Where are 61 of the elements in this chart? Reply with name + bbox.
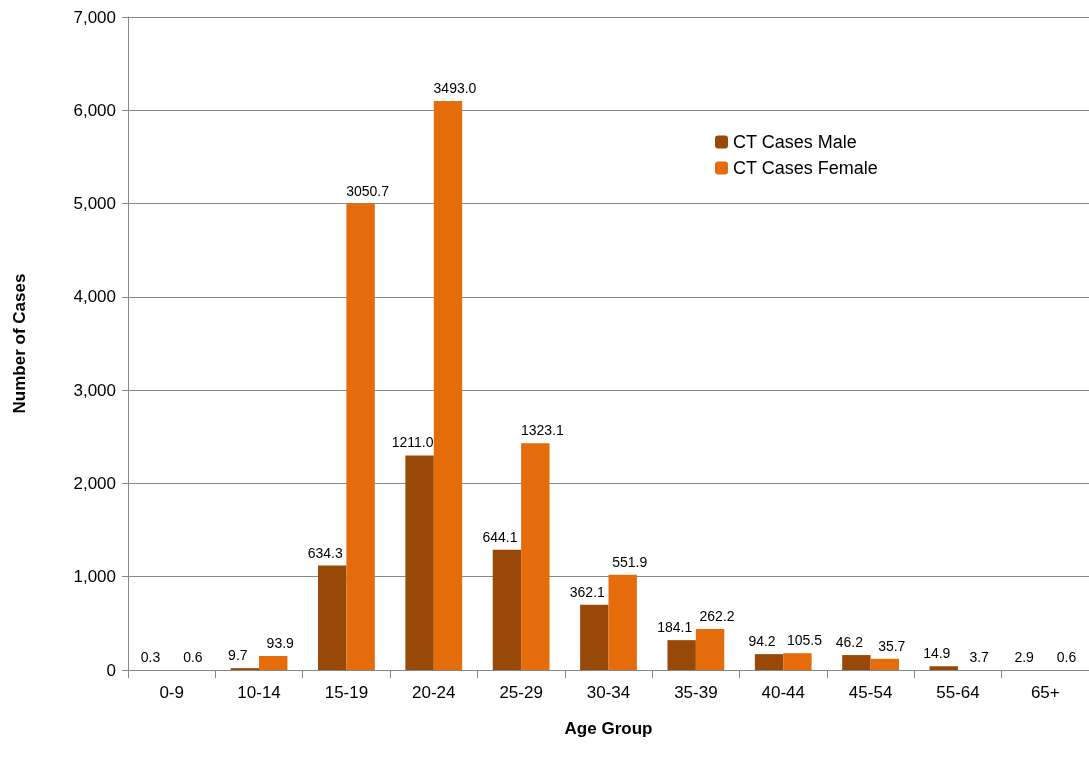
annotation: 184.1 xyxy=(657,619,693,636)
y-tick-label: 7,000 xyxy=(73,7,116,27)
y-tick-label: 4,000 xyxy=(73,287,116,307)
y-tick-label: 6,000 xyxy=(73,100,116,120)
annotation: 262.2 xyxy=(699,607,735,624)
annotation: 3493.0 xyxy=(433,79,477,96)
x-tick-label: 15-19 xyxy=(324,683,369,702)
y-tick-label: 3,000 xyxy=(73,380,116,400)
x-tick-label: 40-44 xyxy=(761,683,805,702)
annotation: 46.2 xyxy=(835,634,864,651)
annotation: 1211.0 xyxy=(391,434,434,451)
bar xyxy=(259,656,288,670)
bar xyxy=(667,640,696,670)
annotation: 0.6 xyxy=(183,649,203,665)
x-tick-label: 55-64 xyxy=(936,683,980,702)
annotation: 644.1 xyxy=(482,528,518,545)
bar xyxy=(608,574,637,670)
annotation: 94.2 xyxy=(748,633,776,650)
annotation: 3.7 xyxy=(969,649,990,665)
bar xyxy=(754,654,784,670)
x-tick-label: 45-54 xyxy=(848,683,893,702)
y-axis-title: Number of Cases xyxy=(10,273,29,414)
annotation: 105.5 xyxy=(786,632,823,649)
x-tick-label: 65+ xyxy=(1030,683,1060,702)
x-tick-label: 30-34 xyxy=(586,683,631,702)
bar xyxy=(405,455,434,670)
bar xyxy=(521,443,550,670)
x-tick-label: 0-9 xyxy=(159,683,184,702)
x-axis-title: Age Group xyxy=(564,719,653,738)
annotation: 634.3 xyxy=(307,544,343,561)
annotation: 9.7 xyxy=(228,647,248,664)
x-tick-label: 10-14 xyxy=(237,683,281,702)
x-tick-label: 35-39 xyxy=(674,683,718,702)
annotation: 0.3 xyxy=(140,649,161,665)
bar xyxy=(433,100,463,670)
y-tick-label: 2,000 xyxy=(73,473,116,493)
legend-label: CT Cases Female xyxy=(733,158,878,178)
legend-label: CT Cases Male xyxy=(733,132,857,152)
bar xyxy=(318,565,347,670)
annotation: 93.9 xyxy=(266,635,295,652)
y-tick-label: 1,000 xyxy=(73,567,116,587)
annotation: 3050.7 xyxy=(346,182,390,199)
y-tick-label: 0 xyxy=(106,660,116,680)
bar xyxy=(783,653,812,670)
bar xyxy=(842,655,871,670)
x-tick-label: 25-29 xyxy=(499,683,543,702)
annotation: 2.9 xyxy=(1014,649,1035,665)
y-tick-label: 5,000 xyxy=(73,194,116,214)
bar xyxy=(346,203,375,670)
bar xyxy=(695,628,725,670)
annotation: 0.6 xyxy=(1056,649,1077,665)
annotation: 35.7 xyxy=(878,637,906,654)
bar xyxy=(870,658,899,670)
annotation: 362.1 xyxy=(569,583,606,600)
bar xyxy=(929,666,958,670)
annotation: 14.9 xyxy=(923,645,951,662)
x-tick-label: 20-24 xyxy=(412,683,456,702)
annotation: 551.9 xyxy=(612,553,648,570)
bar xyxy=(492,549,522,670)
bar xyxy=(580,604,609,670)
annotation: 1323.1 xyxy=(520,422,564,439)
